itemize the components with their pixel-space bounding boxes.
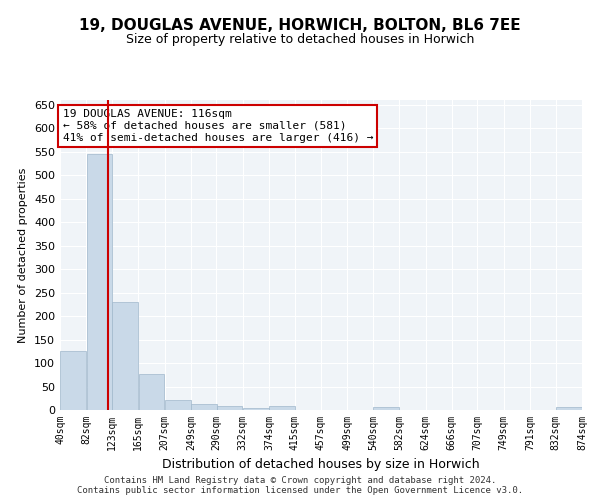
Text: Size of property relative to detached houses in Horwich: Size of property relative to detached ho… (126, 32, 474, 46)
Bar (165, 400, 191, 410)
Bar (269, 406, 295, 410)
X-axis label: Distribution of detached houses by size in Horwich: Distribution of detached houses by size … (162, 458, 480, 471)
Text: Contains HM Land Registry data © Crown copyright and database right 2024.
Contai: Contains HM Land Registry data © Crown c… (77, 476, 523, 495)
Bar (373, 407, 399, 410)
Text: 19, DOUGLAS AVENUE, HORWICH, BOLTON, BL6 7EE: 19, DOUGLAS AVENUE, HORWICH, BOLTON, BL6… (79, 18, 521, 32)
Y-axis label: Number of detached properties: Number of detached properties (19, 168, 28, 342)
Bar (139, 374, 164, 410)
Text: 19 DOUGLAS AVENUE: 116sqm
← 58% of detached houses are smaller (581)
41% of semi: 19 DOUGLAS AVENUE: 116sqm ← 58% of detac… (62, 110, 373, 142)
Bar (243, 408, 269, 410)
Bar (556, 407, 581, 410)
Bar (217, 406, 242, 410)
Bar (112, 302, 138, 410)
Bar (61, 352, 86, 410)
Bar (86, 154, 112, 410)
Bar (191, 404, 217, 410)
